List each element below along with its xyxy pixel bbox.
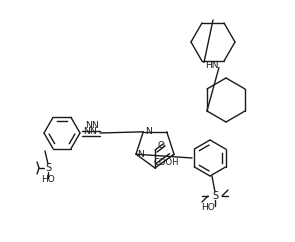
Text: O: O [158, 142, 165, 151]
Text: N: N [83, 128, 90, 136]
Text: HN: HN [205, 61, 219, 70]
Text: S: S [45, 163, 51, 173]
Text: N: N [145, 127, 152, 136]
Text: N: N [91, 121, 97, 130]
Text: HO: HO [41, 175, 55, 184]
Text: COOH: COOH [153, 158, 179, 167]
Text: N: N [85, 121, 91, 130]
Text: S: S [212, 191, 218, 201]
Text: N: N [89, 128, 96, 136]
Text: HO: HO [201, 204, 215, 212]
Text: N: N [137, 150, 144, 159]
